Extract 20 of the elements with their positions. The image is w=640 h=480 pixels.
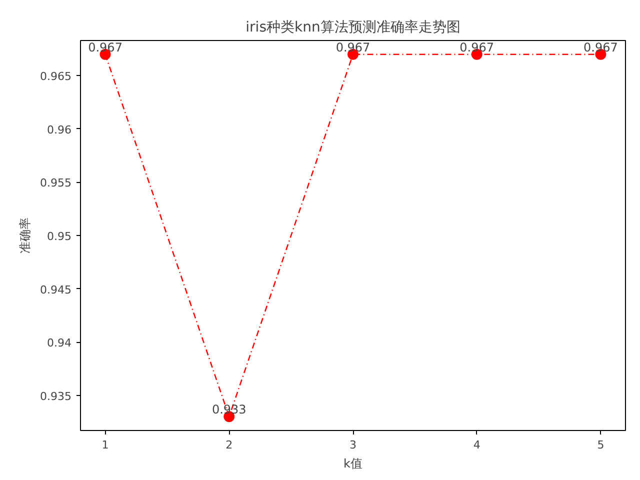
y-axis-title: 准确率	[18, 218, 32, 254]
y-tick-label: 0.955	[40, 176, 72, 190]
x-tick-label: 3	[350, 438, 356, 452]
y-tick-label: 0.96	[47, 123, 72, 136]
x-axis-title: k值	[344, 456, 362, 470]
data-label: 0.967	[88, 40, 122, 54]
y-tick-label: 0.935	[40, 390, 72, 403]
data-label: 0.967	[460, 40, 494, 54]
data-label: 0.967	[336, 40, 370, 54]
x-tick-label: 5	[597, 438, 604, 452]
x-tick-label: 4	[473, 438, 480, 452]
y-tick-label: 0.95	[47, 230, 72, 243]
data-label: 0.933	[212, 402, 246, 417]
y-tick-label: 0.94	[47, 336, 72, 350]
chart-title: iris种类knn算法预测准确率走势图	[246, 20, 460, 36]
y-tick-label: 0.965	[40, 70, 72, 84]
x-tick-label: 1	[102, 438, 109, 452]
data-label: 0.967	[584, 40, 618, 54]
y-tick-label: 0.945	[40, 283, 72, 296]
x-tick-label: 2	[226, 438, 233, 452]
